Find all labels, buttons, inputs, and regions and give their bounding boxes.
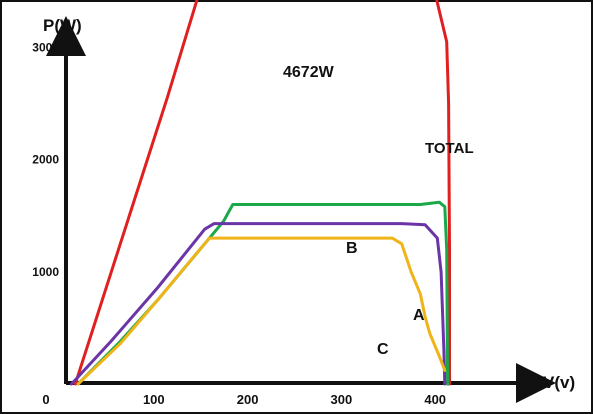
series-line-b xyxy=(76,200,450,386)
x-tick-label: 300 xyxy=(331,392,353,407)
x-axis-label: V(v) xyxy=(543,373,575,392)
y-tick-label: 3000 xyxy=(32,40,59,54)
series-line-a xyxy=(70,222,447,386)
series-label-a: A xyxy=(413,307,425,324)
max-power-label: 4672W xyxy=(283,64,335,81)
y-tick-label: 2000 xyxy=(32,153,59,167)
series-line-c xyxy=(76,236,447,386)
series-label-c: C xyxy=(377,341,389,358)
y-tick-label: 1000 xyxy=(32,265,59,279)
x-tick-label: 0 xyxy=(42,392,49,407)
series-label-b: B xyxy=(346,240,358,257)
x-tick-label: 100 xyxy=(143,392,165,407)
x-tick-label: 200 xyxy=(237,392,259,407)
series-label-total: TOTAL xyxy=(425,140,474,157)
series-line-total xyxy=(73,0,451,386)
y-axis-label: P(W) xyxy=(43,16,82,35)
x-tick-label: 400 xyxy=(424,392,446,407)
